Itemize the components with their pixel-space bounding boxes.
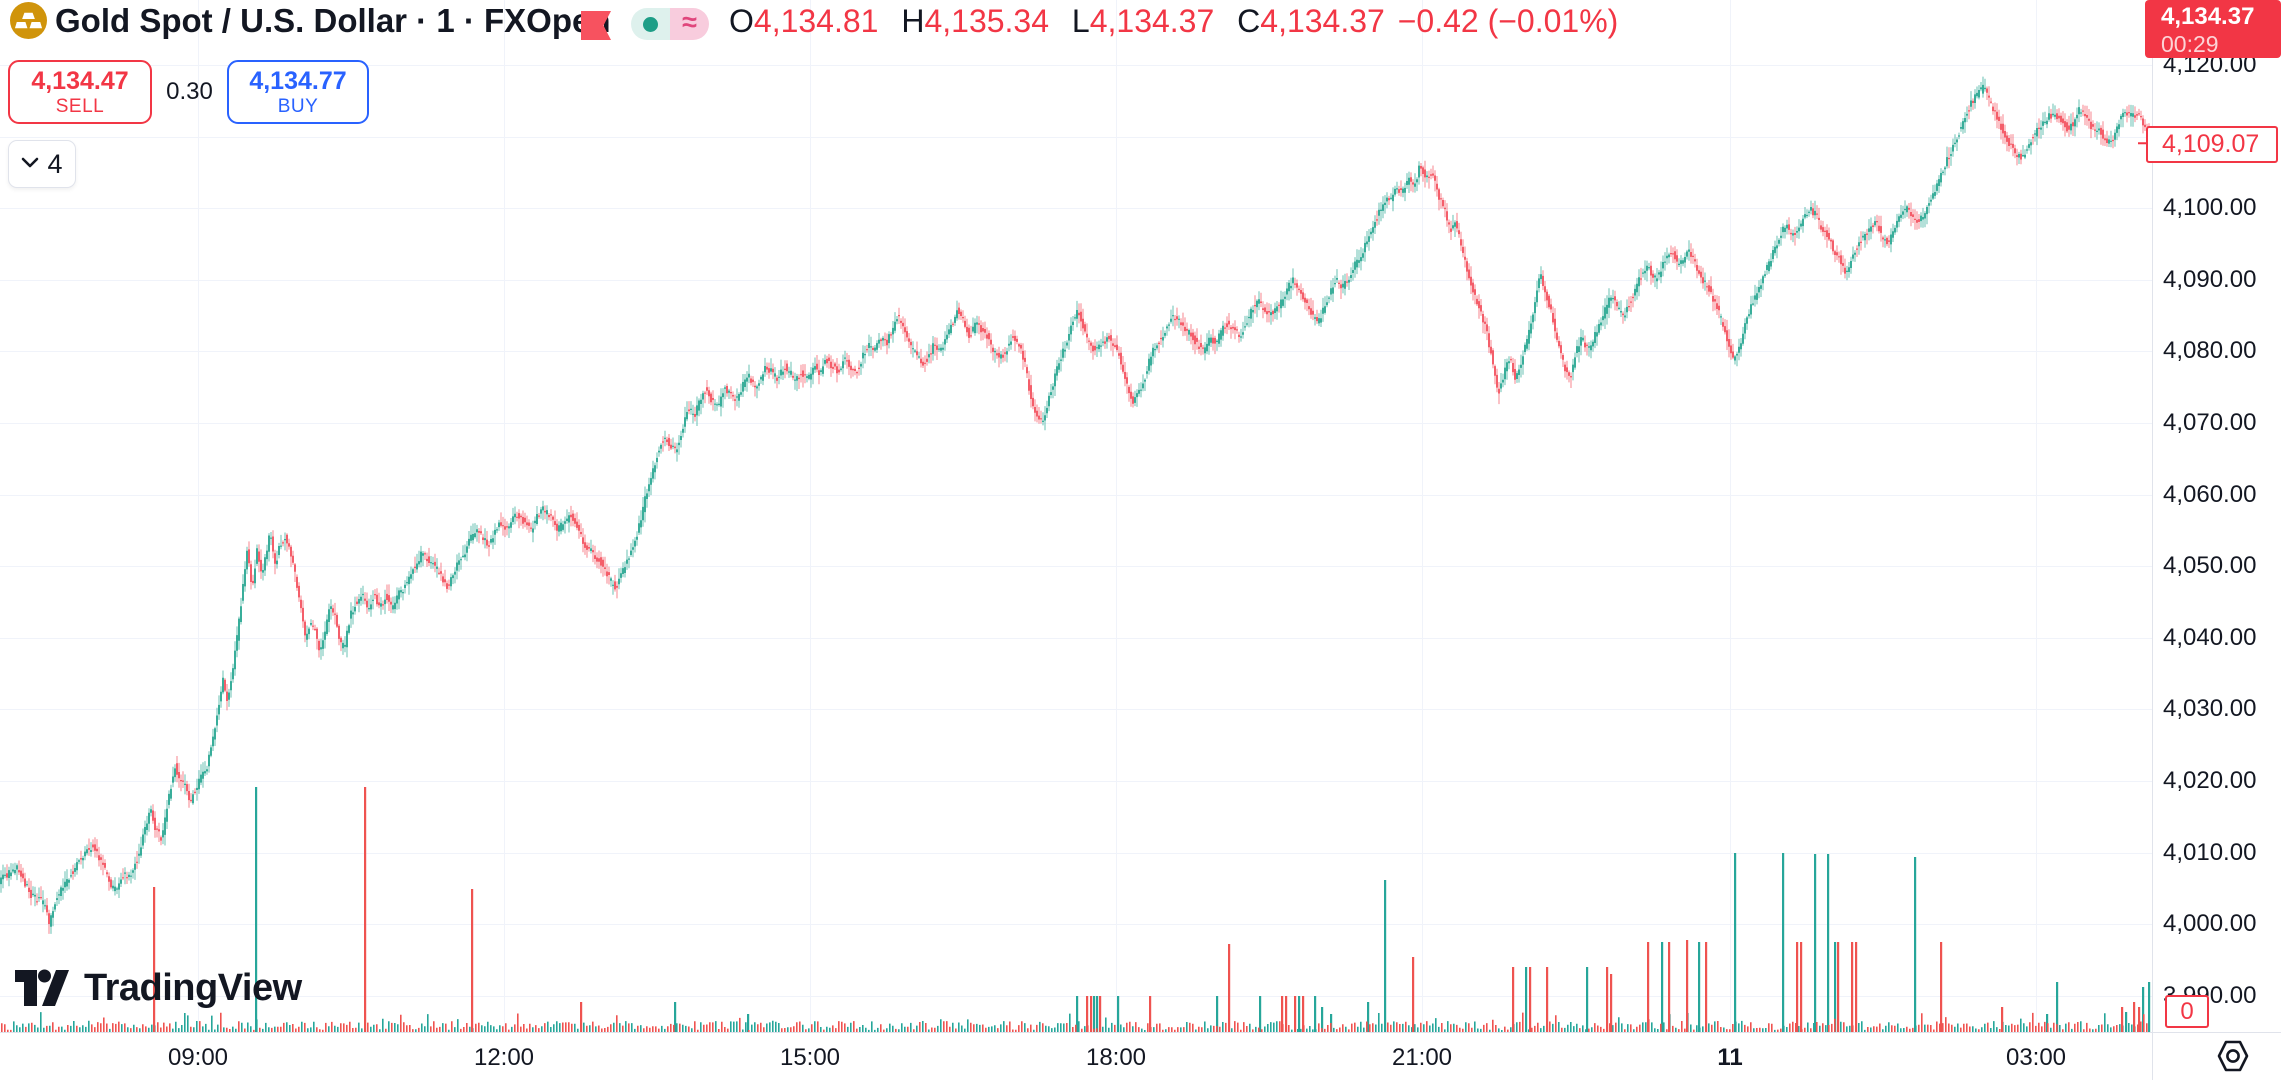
price-axis-label: 4,050.00 bbox=[2163, 552, 2257, 579]
time-axis-label: 12:00 bbox=[473, 1044, 535, 1071]
tradingview-logo-icon bbox=[13, 963, 71, 1014]
price-axis-label: 4,090.00 bbox=[2163, 266, 2257, 293]
volume-value-badge: 0 bbox=[2165, 995, 2209, 1028]
interval-step-dropdown[interactable]: 4 bbox=[8, 140, 76, 188]
tradingview-wordmark: TradingView bbox=[84, 967, 302, 1009]
tradingview-logo[interactable]: TradingView bbox=[13, 963, 302, 1014]
market-status-pill[interactable]: ≈ bbox=[631, 8, 709, 40]
flag-icon[interactable] bbox=[579, 11, 613, 45]
candles-down bbox=[6, 86, 2150, 934]
close-label: C bbox=[1237, 3, 1261, 39]
close-value: 4,134.37 bbox=[1260, 3, 1385, 39]
price-axis-label: 4,020.00 bbox=[2163, 767, 2257, 794]
price-axis-label: 4,100.00 bbox=[2163, 194, 2257, 221]
volume-bars-up bbox=[13, 787, 2151, 1032]
price-axis-label: 4,070.00 bbox=[2163, 409, 2257, 436]
change-value: −0.42 (−0.01%) bbox=[1397, 3, 1619, 39]
price-axis-separator bbox=[2152, 0, 2153, 1080]
buy-price: 4,134.77 bbox=[249, 66, 347, 95]
low-value: 4,134.37 bbox=[1089, 3, 1215, 39]
price-axis-label: 4,060.00 bbox=[2163, 481, 2257, 508]
last-price-badge: 4,109.07 bbox=[2146, 126, 2278, 163]
bar-countdown: 00:29 bbox=[2161, 31, 2219, 57]
low-label: L bbox=[1071, 3, 1090, 39]
sell-price: 4,134.47 bbox=[31, 66, 129, 95]
buy-label: BUY bbox=[277, 95, 319, 117]
settings-icon[interactable] bbox=[2214, 1038, 2252, 1079]
buy-button[interactable]: 4,134.77 BUY bbox=[227, 60, 369, 124]
step-value: 4 bbox=[47, 148, 63, 179]
time-axis-label: 18:00 bbox=[1085, 1044, 1147, 1071]
status-dot-icon bbox=[631, 8, 670, 40]
time-axis-label: 03:00 bbox=[2005, 1044, 2067, 1071]
current-price: 4,134.37 bbox=[2161, 3, 2255, 30]
candles-up bbox=[0, 76, 2134, 934]
volume-bars-down bbox=[0, 787, 2148, 1032]
current-price-countdown-badge: 4,134.37 00:29 bbox=[2145, 0, 2281, 58]
sell-button[interactable]: 4,134.47 SELL bbox=[8, 60, 152, 124]
approx-price-icon: ≈ bbox=[670, 8, 709, 40]
symbol-title[interactable]: Gold Spot / U.S. Dollar · 1 · FXOpen bbox=[55, 2, 611, 39]
time-axis-label: 09:00 bbox=[167, 1044, 229, 1071]
chevron-down-icon bbox=[21, 155, 39, 173]
high-label: H bbox=[901, 3, 925, 39]
sell-label: SELL bbox=[55, 95, 105, 117]
spread-value: 0.30 bbox=[166, 78, 213, 105]
price-axis-label: 4,080.00 bbox=[2163, 337, 2257, 364]
gold-symbol-icon[interactable] bbox=[10, 2, 47, 44]
time-axis-label: 11 bbox=[1717, 1044, 1743, 1071]
price-axis-label: 4,030.00 bbox=[2163, 695, 2257, 722]
price-axis-label: 4,010.00 bbox=[2163, 839, 2257, 866]
time-axis-label: 15:00 bbox=[779, 1044, 841, 1071]
last-price-line bbox=[2138, 142, 2152, 145]
price-axis-label: 4,040.00 bbox=[2163, 624, 2257, 651]
time-axis-label: 21:00 bbox=[1391, 1044, 1453, 1071]
open-value: 4,134.81 bbox=[753, 3, 879, 39]
ohlc-legend: O4,134.81 H4,135.34 L4,134.37 C4,134.37 … bbox=[729, 0, 1618, 42]
gridlines bbox=[0, 0, 2152, 1032]
time-axis-separator bbox=[0, 1032, 2281, 1033]
open-label: O bbox=[729, 3, 754, 39]
high-value: 4,135.34 bbox=[924, 3, 1050, 39]
price-axis-label: 4,000.00 bbox=[2163, 910, 2257, 937]
